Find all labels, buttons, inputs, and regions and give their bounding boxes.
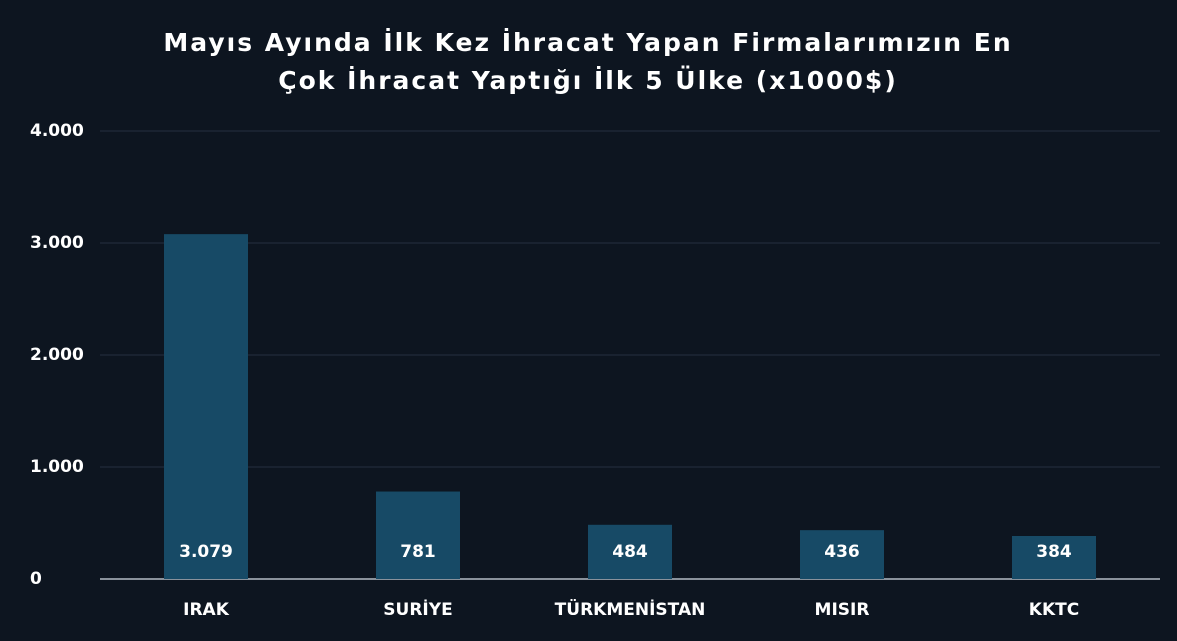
chart-title: Mayıs Ayında İlk Kez İhracat Yapan Firma… <box>163 27 1012 57</box>
y-tick-label: 2.000 <box>30 345 84 365</box>
x-tick-label: KKTC <box>1029 600 1079 620</box>
y-tick-label: 1.000 <box>30 457 84 477</box>
value-label: 781 <box>400 542 436 562</box>
bar <box>164 234 248 580</box>
y-tick-label: 3.000 <box>30 233 84 253</box>
x-tick-label: TÜRKMENİSTAN <box>555 598 706 620</box>
bar <box>588 524 672 579</box>
chart-title: Çok İhracat Yaptığı İlk 5 Ülke (x1000$) <box>278 65 898 95</box>
bar <box>376 491 460 579</box>
bar <box>800 530 884 579</box>
y-tick-label: 0 <box>30 569 42 589</box>
value-label: 3.079 <box>179 542 233 562</box>
value-label: 436 <box>824 542 860 562</box>
x-tick-label: MISIR <box>815 600 870 620</box>
value-label: 484 <box>612 542 648 562</box>
x-tick-label: SURİYE <box>383 598 452 620</box>
bar <box>1012 535 1096 579</box>
y-tick-label: 4.000 <box>30 121 84 141</box>
x-tick-label: IRAK <box>183 600 230 620</box>
value-label: 384 <box>1036 542 1072 562</box>
